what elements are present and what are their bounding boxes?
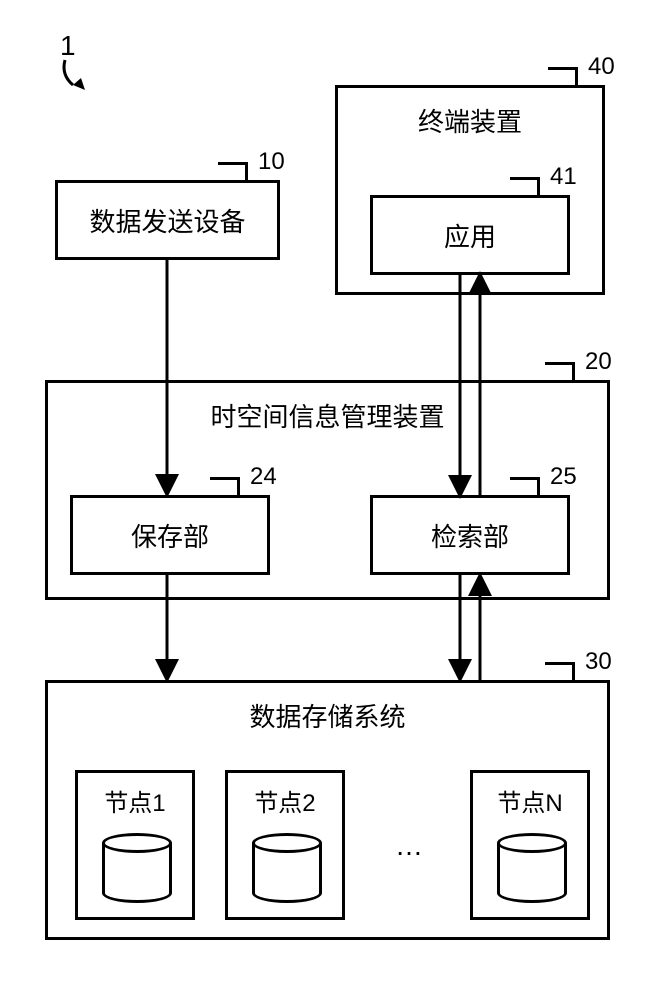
search-label: 检索部 <box>431 517 509 554</box>
cylinder-icon <box>102 833 172 903</box>
label-25: 25 <box>550 463 577 491</box>
node1-label: 节点1 <box>78 783 192 818</box>
storage-node-1: 节点1 <box>75 770 195 920</box>
label-30: 30 <box>585 648 612 676</box>
label-41: 41 <box>550 163 577 191</box>
node2-label: 节点2 <box>228 783 342 818</box>
nodeN-label: 节点N <box>473 783 587 818</box>
save-box: 保存部 <box>70 495 270 575</box>
storage-node-2: 节点2 <box>225 770 345 920</box>
terminal-label: 终端装置 <box>338 88 602 139</box>
label-24: 24 <box>250 463 277 491</box>
search-box: 检索部 <box>370 495 570 575</box>
save-label: 保存部 <box>131 517 209 554</box>
label-20: 20 <box>585 348 612 376</box>
system-arrow <box>55 55 105 100</box>
ellipsis: … <box>395 830 423 862</box>
hook-10 <box>218 162 248 180</box>
label-10: 10 <box>258 148 285 176</box>
hook-30 <box>545 662 575 680</box>
label-40: 40 <box>588 53 615 81</box>
cylinder-icon <box>252 833 322 903</box>
hook-24 <box>210 477 240 495</box>
storage-node-n: 节点N <box>470 770 590 920</box>
storage-label: 数据存储系统 <box>48 683 607 734</box>
data-sender-box: 数据发送设备 <box>55 180 280 260</box>
application-label: 应用 <box>444 217 496 254</box>
diagram-canvas: 1 数据发送设备 10 终端装置 40 应用 41 时空间信息管理装置 20 保… <box>0 0 655 1000</box>
hook-41 <box>510 177 540 195</box>
hook-20 <box>545 362 575 380</box>
hook-25 <box>510 477 540 495</box>
cylinder-icon <box>497 833 567 903</box>
application-box: 应用 <box>370 195 570 275</box>
data-sender-label: 数据发送设备 <box>89 202 245 239</box>
manager-label: 时空间信息管理装置 <box>48 383 607 434</box>
hook-40 <box>548 67 578 85</box>
